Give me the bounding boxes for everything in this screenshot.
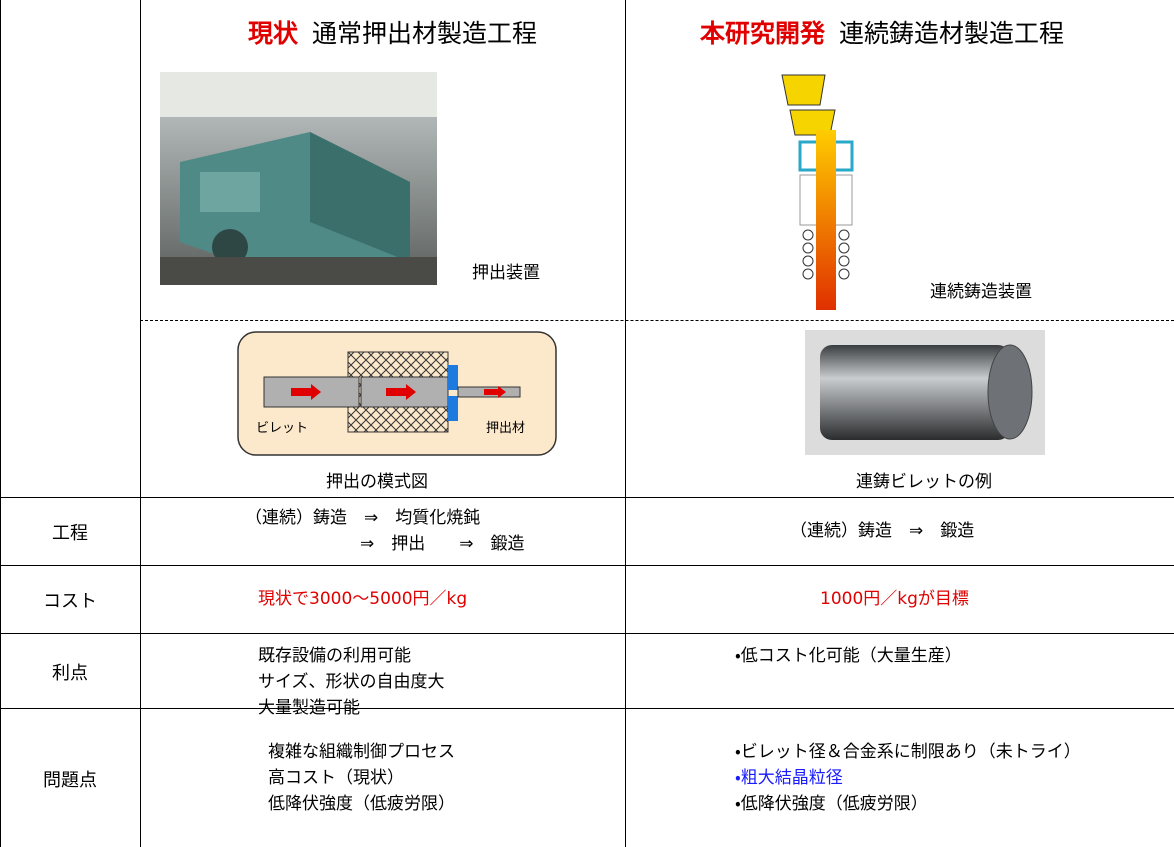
row-label: 工程 xyxy=(52,523,88,544)
dashed-divider xyxy=(140,320,1174,321)
extrusion-photo xyxy=(160,72,437,285)
row-label: 問題点 xyxy=(43,769,97,791)
right-title: 本研究開発 連続鋳造材製造工程 xyxy=(700,14,1064,50)
right-text: 1000円／kgが目標 xyxy=(820,589,969,609)
photo-caption: 連続鋳造装置 xyxy=(930,282,1032,302)
row-label: 利点 xyxy=(52,662,88,684)
image-caption: 連鋳ビレットの例 xyxy=(856,472,992,492)
right-text: ・ビレット径＆合金系に制限あり（未トライ） xyxy=(735,741,1081,762)
title: 連続鋳造材製造工程 xyxy=(839,19,1065,48)
caster-illustration xyxy=(781,74,854,310)
billet-photo xyxy=(805,330,1045,455)
left-text: （連続）鋳造 ⇒ 均質化焼鈍 xyxy=(245,508,481,528)
right-text: ・粗大結晶粒径 xyxy=(735,767,843,788)
left-text: 低降伏強度（低疲労限） xyxy=(268,793,455,814)
left-text: 複雑な組織制御プロセス xyxy=(268,741,455,762)
diagram-label: 押出材 xyxy=(486,421,525,436)
row-label: コスト xyxy=(43,591,97,612)
right-text: ・低コスト化可能（大量生産） xyxy=(735,646,962,666)
border xyxy=(0,0,1,847)
border xyxy=(0,633,1174,634)
border xyxy=(0,497,1174,498)
photo-caption: 押出装置 xyxy=(472,263,540,283)
border xyxy=(625,0,626,847)
border xyxy=(0,708,1174,709)
border xyxy=(140,0,141,847)
left-text: 大量製造可能 xyxy=(258,698,360,718)
left-title: 現状 通常押出材製造工程 xyxy=(248,14,537,50)
left-text: サイズ、形状の自由度大 xyxy=(258,672,445,692)
extrusion-diagram: ビレット 押出材 xyxy=(237,331,557,456)
title: 通常押出材製造工程 xyxy=(312,19,538,48)
left-text: 高コスト（現状） xyxy=(268,767,404,788)
left-text: ⇒ 押出 ⇒ 鍛造 xyxy=(360,534,525,554)
diagram-caption: 押出の模式図 xyxy=(326,472,428,492)
left-text: 現状で3000～5000円／kg xyxy=(258,589,468,609)
highlight: 本研究開発 xyxy=(700,19,826,48)
diagram-label: ビレット xyxy=(256,421,308,436)
border xyxy=(0,565,1174,566)
right-text: ・低降伏強度（低疲労限） xyxy=(735,793,928,814)
highlight: 現状 xyxy=(248,19,299,48)
left-text: 既存設備の利用可能 xyxy=(258,646,411,666)
right-text: （連続）鋳造 ⇒ 鍛造 xyxy=(790,521,975,541)
